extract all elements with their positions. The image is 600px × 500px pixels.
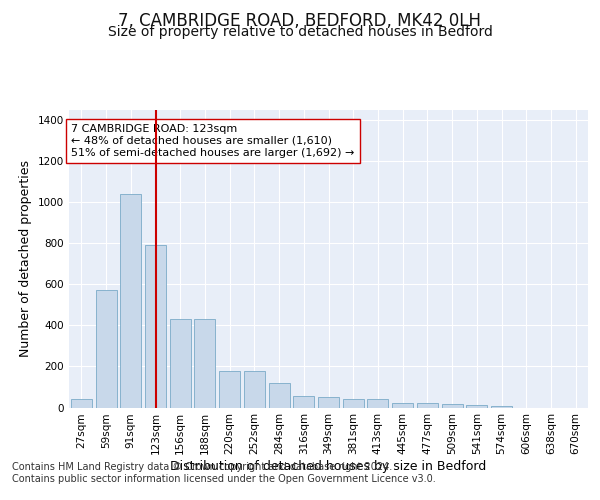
Bar [417,403,438,407]
Bar [491,406,512,408]
Text: Size of property relative to detached houses in Bedford: Size of property relative to detached ho… [107,25,493,39]
Bar [95,290,116,408]
Text: Contains HM Land Registry data © Crown copyright and database right 2024.
Contai: Contains HM Land Registry data © Crown c… [12,462,436,484]
Bar [269,383,290,407]
Bar [343,399,364,407]
Bar [293,396,314,407]
Text: 7 CAMBRIDGE ROAD: 123sqm
← 48% of detached houses are smaller (1,610)
51% of sem: 7 CAMBRIDGE ROAD: 123sqm ← 48% of detach… [71,124,355,158]
Bar [120,194,141,408]
X-axis label: Distribution of detached houses by size in Bedford: Distribution of detached houses by size … [170,460,487,473]
Bar [466,406,487,407]
Text: 7, CAMBRIDGE ROAD, BEDFORD, MK42 0LH: 7, CAMBRIDGE ROAD, BEDFORD, MK42 0LH [119,12,482,30]
Bar [442,404,463,407]
Bar [194,320,215,408]
Bar [219,370,240,408]
Bar [71,400,92,407]
Bar [392,403,413,407]
Bar [318,397,339,407]
Bar [367,399,388,407]
Bar [145,246,166,408]
Y-axis label: Number of detached properties: Number of detached properties [19,160,32,357]
Bar [170,320,191,408]
Bar [244,370,265,408]
